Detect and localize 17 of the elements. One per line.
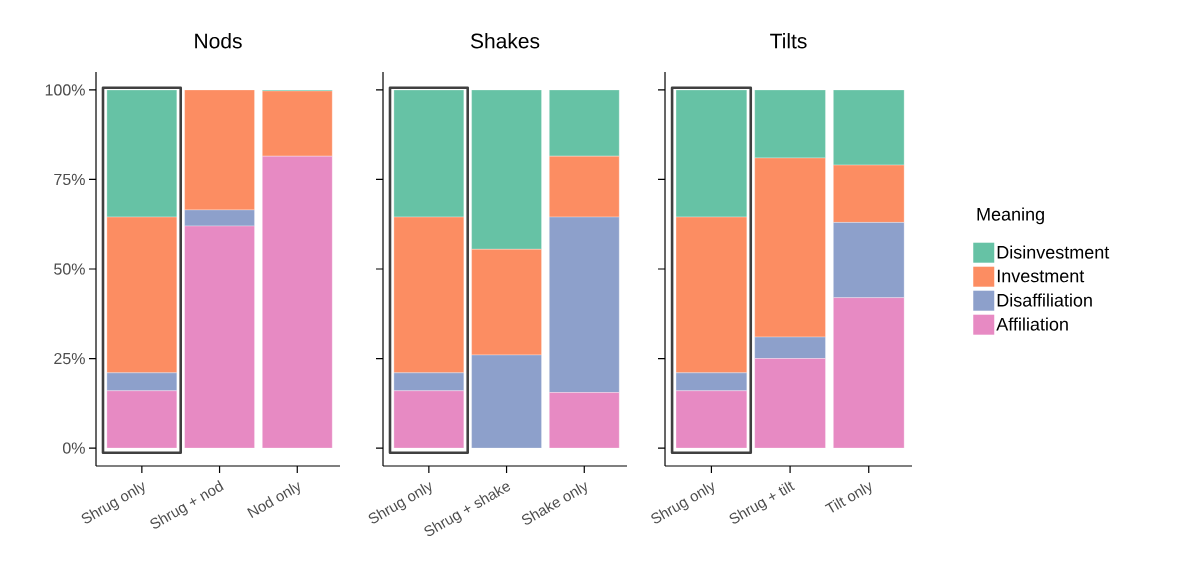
legend-title: Meaning xyxy=(977,207,1044,225)
legend-label: Disinvestment xyxy=(997,245,1110,259)
legend-label: Disaffiliation xyxy=(997,293,1092,307)
y-tick-label: 50% xyxy=(54,263,85,275)
chart-title: Tilts xyxy=(770,33,807,49)
x-tick-label: Tilt only xyxy=(824,482,872,513)
x-tick-label: Shrug + tilt xyxy=(729,481,796,524)
y-tick-label: 75% xyxy=(54,173,85,186)
y-tick-label: 100% xyxy=(45,84,85,96)
chart-title: Shakes xyxy=(470,33,540,49)
y-tick-label: 0% xyxy=(62,442,85,454)
text: Investment xyxy=(997,269,1085,283)
legend-label: Affiliation xyxy=(996,317,1068,331)
chart-title: Nods xyxy=(195,33,242,49)
x-tick-label: Shrug + nod xyxy=(150,480,224,529)
y-tick-label: 25% xyxy=(54,352,85,365)
x-tick-label: Nod only xyxy=(247,482,300,518)
